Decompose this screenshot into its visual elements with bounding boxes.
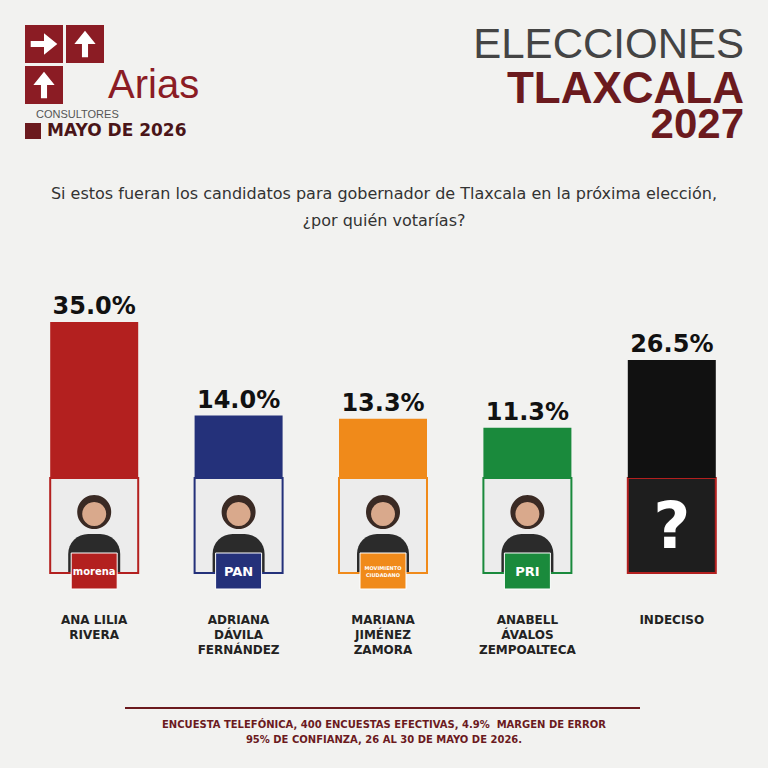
svg-text:JIMÉNEZ: JIMÉNEZ: [354, 627, 411, 642]
svg-text:morena: morena: [73, 566, 116, 577]
svg-text:?: ?: [653, 489, 690, 563]
svg-text:ENCUESTA TELEFÓNICA, 400 ENCUE: ENCUESTA TELEFÓNICA, 400 ENCUESTAS EFECT…: [162, 718, 606, 730]
svg-text:MARIANA: MARIANA: [351, 613, 415, 627]
svg-text:DÁVILA: DÁVILA: [214, 627, 264, 642]
svg-text:INDECISO: INDECISO: [639, 613, 704, 627]
svg-text:26.5%: 26.5%: [630, 330, 713, 358]
svg-text:95% DE CONFIANZA, 26 AL 30 DE: 95% DE CONFIANZA, 26 AL 30 DE MAYO DE 20…: [246, 734, 522, 745]
svg-text:ÁVALOS: ÁVALOS: [501, 627, 553, 642]
svg-text:MOVIMIENTO: MOVIMIENTO: [365, 565, 402, 571]
svg-text:ZAMORA: ZAMORA: [354, 643, 413, 657]
svg-text:14.0%: 14.0%: [197, 386, 280, 414]
svg-text:Si estos fueran los candidatos: Si estos fueran los candidatos para gobe…: [51, 184, 717, 203]
svg-text:ZEMPOALTECA: ZEMPOALTECA: [479, 643, 577, 657]
svg-text:MAYO DE 2026: MAYO DE 2026: [47, 120, 186, 140]
svg-text:ADRIANA: ADRIANA: [208, 613, 270, 627]
svg-text:35.0%: 35.0%: [53, 292, 136, 320]
svg-text:11.3%: 11.3%: [486, 398, 569, 426]
svg-text:CONSULTORES: CONSULTORES: [36, 108, 119, 120]
svg-text:PAN: PAN: [224, 564, 253, 579]
svg-text:¿por quién votarías?: ¿por quién votarías?: [303, 211, 466, 230]
svg-text:Arias: Arias: [108, 62, 199, 106]
svg-text:FERNÁNDEZ: FERNÁNDEZ: [198, 642, 280, 657]
svg-text:2027: 2027: [651, 100, 744, 147]
svg-text:TLAXCALA: TLAXCALA: [506, 62, 744, 112]
svg-text:CIUDADANO: CIUDADANO: [366, 572, 400, 578]
svg-text:RIVERA: RIVERA: [69, 628, 119, 642]
svg-text:PRI: PRI: [515, 564, 539, 579]
svg-text:ANA LILIA: ANA LILIA: [61, 613, 128, 627]
svg-text:ELECCIONES: ELECCIONES: [473, 20, 744, 67]
svg-text:13.3%: 13.3%: [341, 389, 424, 417]
svg-text:ANABELL: ANABELL: [497, 613, 559, 627]
